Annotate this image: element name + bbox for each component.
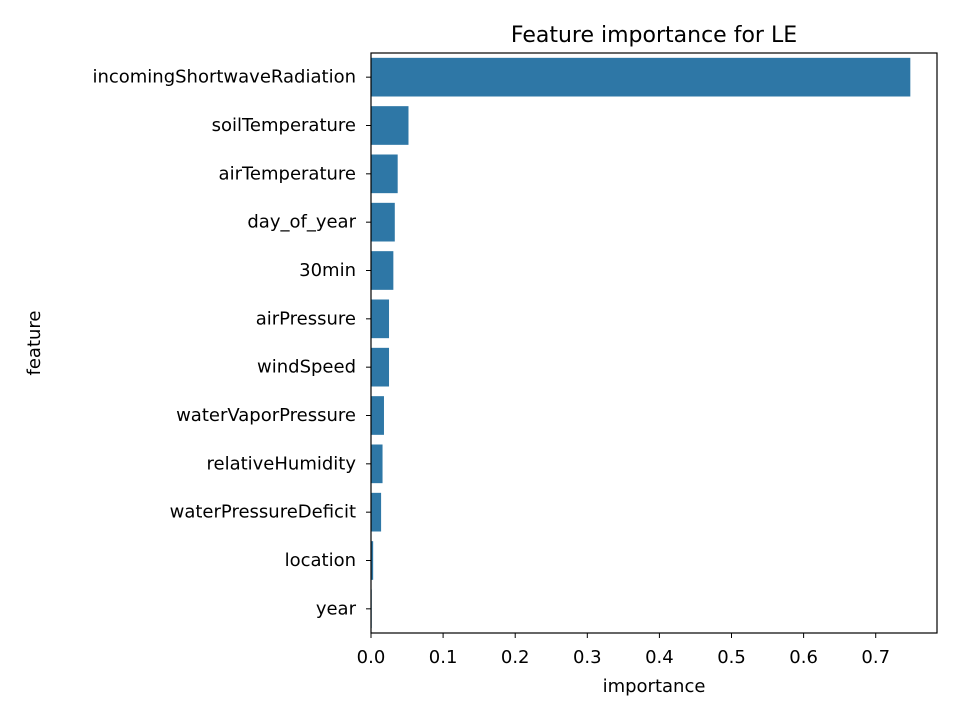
- bar-windSpeed: [371, 347, 390, 387]
- x-tick-label: 0.7: [861, 647, 890, 668]
- bar-soilTemperature: [371, 106, 409, 145]
- chart-title: Feature importance for LE: [511, 23, 797, 48]
- y-tick-label: 30min: [299, 260, 356, 281]
- y-tick-label: airPressure: [256, 308, 356, 329]
- x-tick-label: 0.2: [501, 647, 530, 668]
- bars-group: [371, 57, 911, 629]
- y-tick-label: year: [316, 598, 357, 619]
- y-tick-label: soilTemperature: [212, 115, 356, 136]
- x-tick-label: 0.1: [429, 647, 458, 668]
- y-tick-label: waterVaporPressure: [176, 405, 356, 426]
- y-tick-label: location: [285, 550, 356, 571]
- bar-incomingShortwaveRadiation: [371, 57, 911, 97]
- bar-30min: [371, 251, 394, 290]
- bar-airTemperature: [371, 154, 398, 194]
- y-tick-label: incomingShortwaveRadiation: [92, 67, 356, 88]
- x-axis-label: importance: [603, 676, 706, 697]
- bar-waterPressureDeficit: [371, 492, 382, 532]
- bar-airPressure: [371, 299, 390, 339]
- y-tick-label: day_of_year: [247, 212, 356, 233]
- x-tick-label: 0.3: [573, 647, 602, 668]
- bar-waterVaporPressure: [371, 396, 384, 435]
- x-axis-ticks: 0.0 0.1 0.2 0.3 0.4 0.5 0.6 0.7: [357, 633, 890, 668]
- bar-relativeHumidity: [371, 444, 383, 484]
- bar-day_of_year: [371, 202, 395, 242]
- y-tick-label: waterPressureDeficit: [170, 502, 356, 523]
- y-tick-label: airTemperature: [219, 163, 356, 184]
- bar-location: [371, 541, 374, 580]
- plot-frame: [370, 52, 938, 634]
- x-tick-label: 0.6: [789, 647, 818, 668]
- y-tick-label: relativeHumidity: [206, 453, 356, 474]
- x-tick-label: 0.5: [717, 647, 746, 668]
- y-tick-label: windSpeed: [257, 357, 356, 378]
- y-axis-label: feature: [24, 311, 45, 376]
- y-axis-ticks: incomingShortwaveRadiation soilTemperatur…: [92, 67, 371, 619]
- x-tick-label: 0.0: [357, 647, 386, 668]
- x-tick-label: 0.4: [645, 647, 674, 668]
